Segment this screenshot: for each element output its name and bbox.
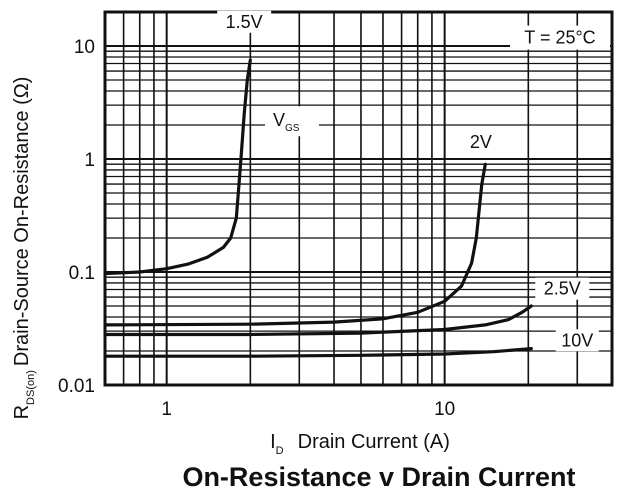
series-line-25v xyxy=(103,304,533,337)
x-axis-label: ID Drain Current (A) xyxy=(270,431,450,457)
curve-label: 10V xyxy=(561,330,593,350)
curve-label: 2.5V xyxy=(544,279,581,299)
curve-label: 1.5V xyxy=(226,12,263,32)
x-tick-label: 10 xyxy=(434,399,455,420)
y-tick-label: 1 xyxy=(84,150,95,171)
series-line-10v xyxy=(103,347,533,358)
chart-title: On-Resistance v Drain Current xyxy=(182,462,575,492)
y-tick-label: 10 xyxy=(74,37,95,58)
tick-labels: 0.01 0.1 1 10 1 10 xyxy=(58,37,455,420)
vgs-label: VGS xyxy=(273,110,300,134)
grid xyxy=(104,12,612,385)
curve-label-background xyxy=(217,10,272,33)
curve-label: 2V xyxy=(470,132,492,152)
curve-label-background xyxy=(464,131,497,154)
y-tick-label: 0.01 xyxy=(58,376,95,397)
plot-frame xyxy=(103,10,614,387)
curve-label-background xyxy=(555,329,599,352)
condition-label-background xyxy=(509,25,610,50)
curve-labels: 1.5V 2V 2.5V 10V T = 25°C VGS xyxy=(217,10,610,352)
series-line-15v xyxy=(103,58,252,276)
vgs-label-background xyxy=(264,106,319,137)
x-tick-label: 1 xyxy=(161,399,172,420)
y-axis-label: RDS(on)Drain-Source On-Resistance (Ω) xyxy=(11,77,37,420)
series-group xyxy=(103,58,533,358)
temperature-condition-label: T = 25°C xyxy=(524,28,595,48)
y-tick-label: 0.1 xyxy=(69,263,95,284)
curve-label-background xyxy=(535,277,590,300)
series-line-2v xyxy=(103,162,487,327)
